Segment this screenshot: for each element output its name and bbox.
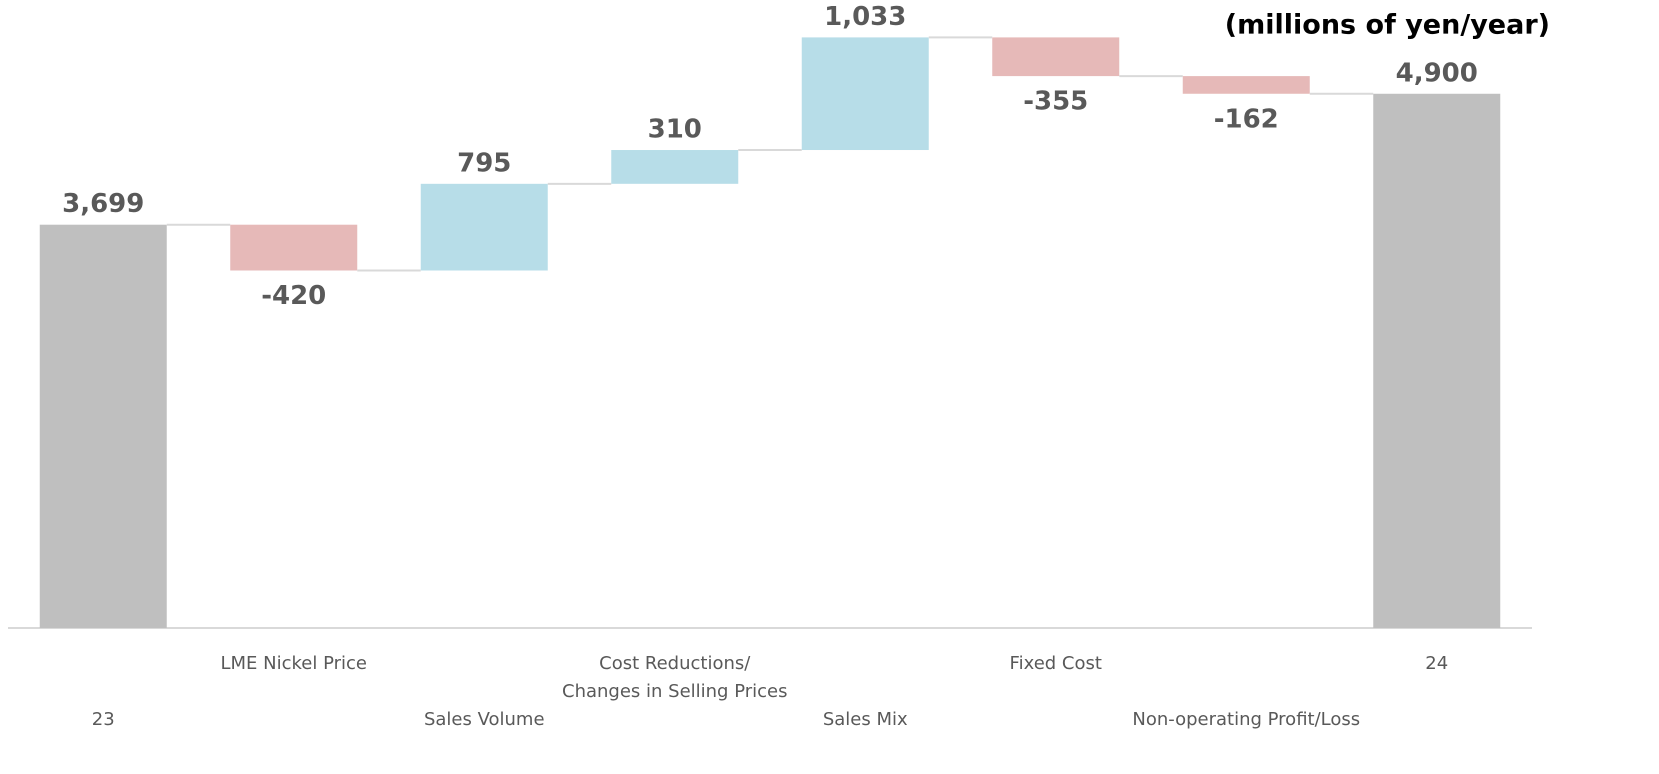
x-tick-label: LME Nickel Price <box>220 653 367 674</box>
bar <box>992 37 1120 77</box>
data-label: -162 <box>1214 104 1279 134</box>
data-label: 310 <box>648 115 702 145</box>
data-label: -420 <box>261 281 326 311</box>
x-tick-label: Fixed Cost <box>1009 653 1102 674</box>
bar <box>611 150 739 184</box>
x-tick-label: Cost Reductions/ Changes in Selling Pric… <box>562 653 788 702</box>
data-label: 4,900 <box>1396 58 1478 88</box>
data-label: 1,033 <box>824 2 906 32</box>
data-label: 3,699 <box>62 189 144 219</box>
bar <box>39 224 167 629</box>
bar <box>801 37 929 151</box>
x-tick-label: Non-operating Profit/Loss <box>1132 709 1361 730</box>
x-tick-label: 23 <box>91 709 115 730</box>
x-tick-label: 24 <box>1425 653 1449 674</box>
unit-annotation: (millions of yen/year) <box>1225 10 1550 41</box>
bar <box>1182 76 1310 94</box>
bar <box>420 183 548 271</box>
bar <box>230 224 358 271</box>
bar <box>1373 93 1501 628</box>
x-tick-label: Sales Mix <box>822 709 908 730</box>
data-label: 795 <box>457 148 511 178</box>
data-label: -355 <box>1023 87 1088 117</box>
x-tick-label: Sales Volume <box>423 709 545 730</box>
